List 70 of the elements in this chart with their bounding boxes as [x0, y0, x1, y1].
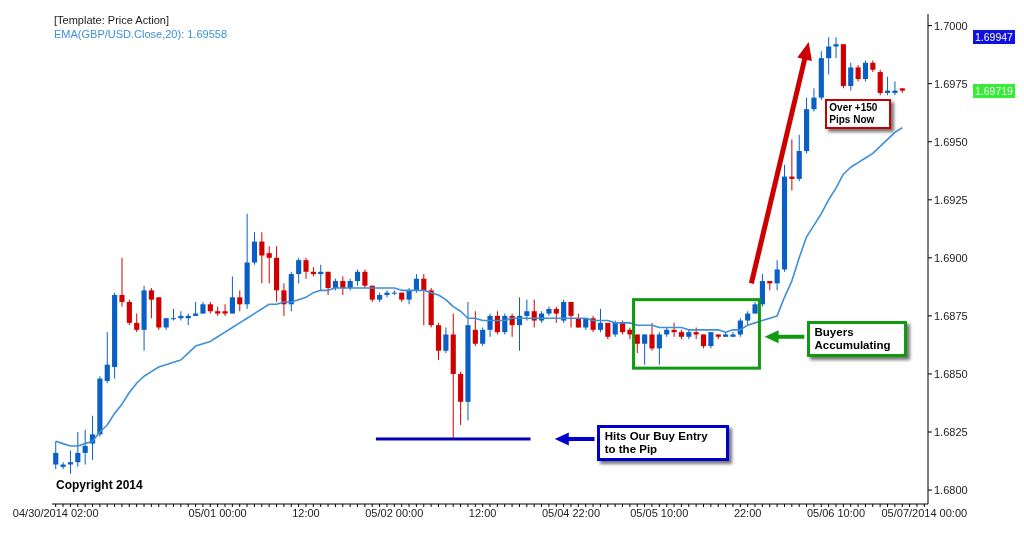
candlestick: [656, 331, 662, 366]
candlestick: [524, 299, 530, 322]
candlestick: [848, 62, 854, 92]
annotation: Over +150 Pips Now: [825, 98, 892, 129]
text: 1.69947: [973, 30, 1015, 45]
candlestick: [826, 36, 832, 75]
candlestick: [811, 87, 817, 113]
candlestick: [443, 327, 449, 354]
x-tick-label: 12:00: [468, 506, 497, 519]
candlestick: [877, 69, 883, 96]
x-tick-label: 05/01 00:00: [188, 506, 247, 519]
y-tick-label: 1.6975: [934, 77, 968, 90]
candlestick: [833, 36, 839, 59]
candlestick: [892, 80, 898, 96]
candlestick: [82, 429, 88, 466]
x-tick-label: 05/06 10:00: [806, 506, 866, 519]
candlestick: [229, 275, 235, 315]
candlestick: [119, 257, 125, 308]
candlestick: [480, 327, 486, 347]
y-tick-label: 1.6925: [934, 193, 968, 206]
text: EMA(GBP/USD.Close,20): 1.69558: [54, 28, 228, 40]
x-tick-label: 05/02 00:00: [365, 506, 424, 519]
candlestick: [148, 287, 155, 319]
candlestick: [53, 440, 59, 470]
y-tick-label: 1.6900: [934, 251, 968, 264]
y-tick-label: 1.7000: [934, 19, 968, 32]
annotation: Hits Our Buy Entry to the Pip: [596, 425, 729, 462]
candlestick: [597, 308, 604, 333]
candlestick: [568, 301, 574, 329]
candlestick: [634, 333, 640, 354]
candlestick: [259, 231, 265, 284]
x-tick-label: 22:00: [733, 506, 762, 519]
candlestick: [472, 310, 478, 347]
candlestick: [384, 289, 390, 298]
candlestick: [296, 257, 302, 284]
candlestick: [75, 431, 81, 468]
y-tick-label: 1.6875: [934, 309, 968, 322]
candlestick: [104, 331, 110, 384]
candlestick: [237, 289, 243, 312]
candlestick: [134, 313, 140, 333]
candlestick: [222, 303, 228, 317]
candlestick: [421, 273, 427, 326]
x-tick-label: 05/07/2014 00:00: [881, 506, 968, 519]
candlestick: [487, 313, 493, 338]
candlestick: [281, 282, 287, 317]
y-tick-label: 1.6950: [934, 135, 968, 148]
y-tick-label: 1.6800: [934, 483, 968, 496]
candlestick: [126, 299, 132, 326]
candlestick: [642, 333, 648, 366]
candlestick: [862, 59, 869, 82]
y-tick-label: 1.6850: [934, 367, 968, 380]
candlestick: [774, 259, 780, 291]
candlestick: [649, 322, 655, 352]
annotation: Copyright 2014: [56, 478, 143, 493]
candlestick: [251, 231, 258, 266]
candlestick: [266, 245, 272, 284]
annotation: Buyers Accumulating: [806, 320, 907, 357]
candlestick: [759, 273, 765, 308]
text: 1.69719: [973, 83, 1015, 98]
x-tick-label: 04/30/2014 02:00: [12, 506, 99, 519]
y-tick-label: 1.6825: [934, 425, 968, 438]
candlestick: [67, 450, 74, 475]
candlestick: [170, 308, 177, 322]
candlestick: [303, 257, 309, 280]
x-tick-label: 05/05 10:00: [630, 506, 689, 519]
chart-title: [Template: Price Action]: [54, 14, 169, 26]
candlestick: [413, 273, 420, 294]
x-tick-label: 12:00: [292, 506, 320, 519]
x-tick-label: 05/04 22:00: [541, 506, 601, 519]
candlestick: [362, 268, 368, 289]
